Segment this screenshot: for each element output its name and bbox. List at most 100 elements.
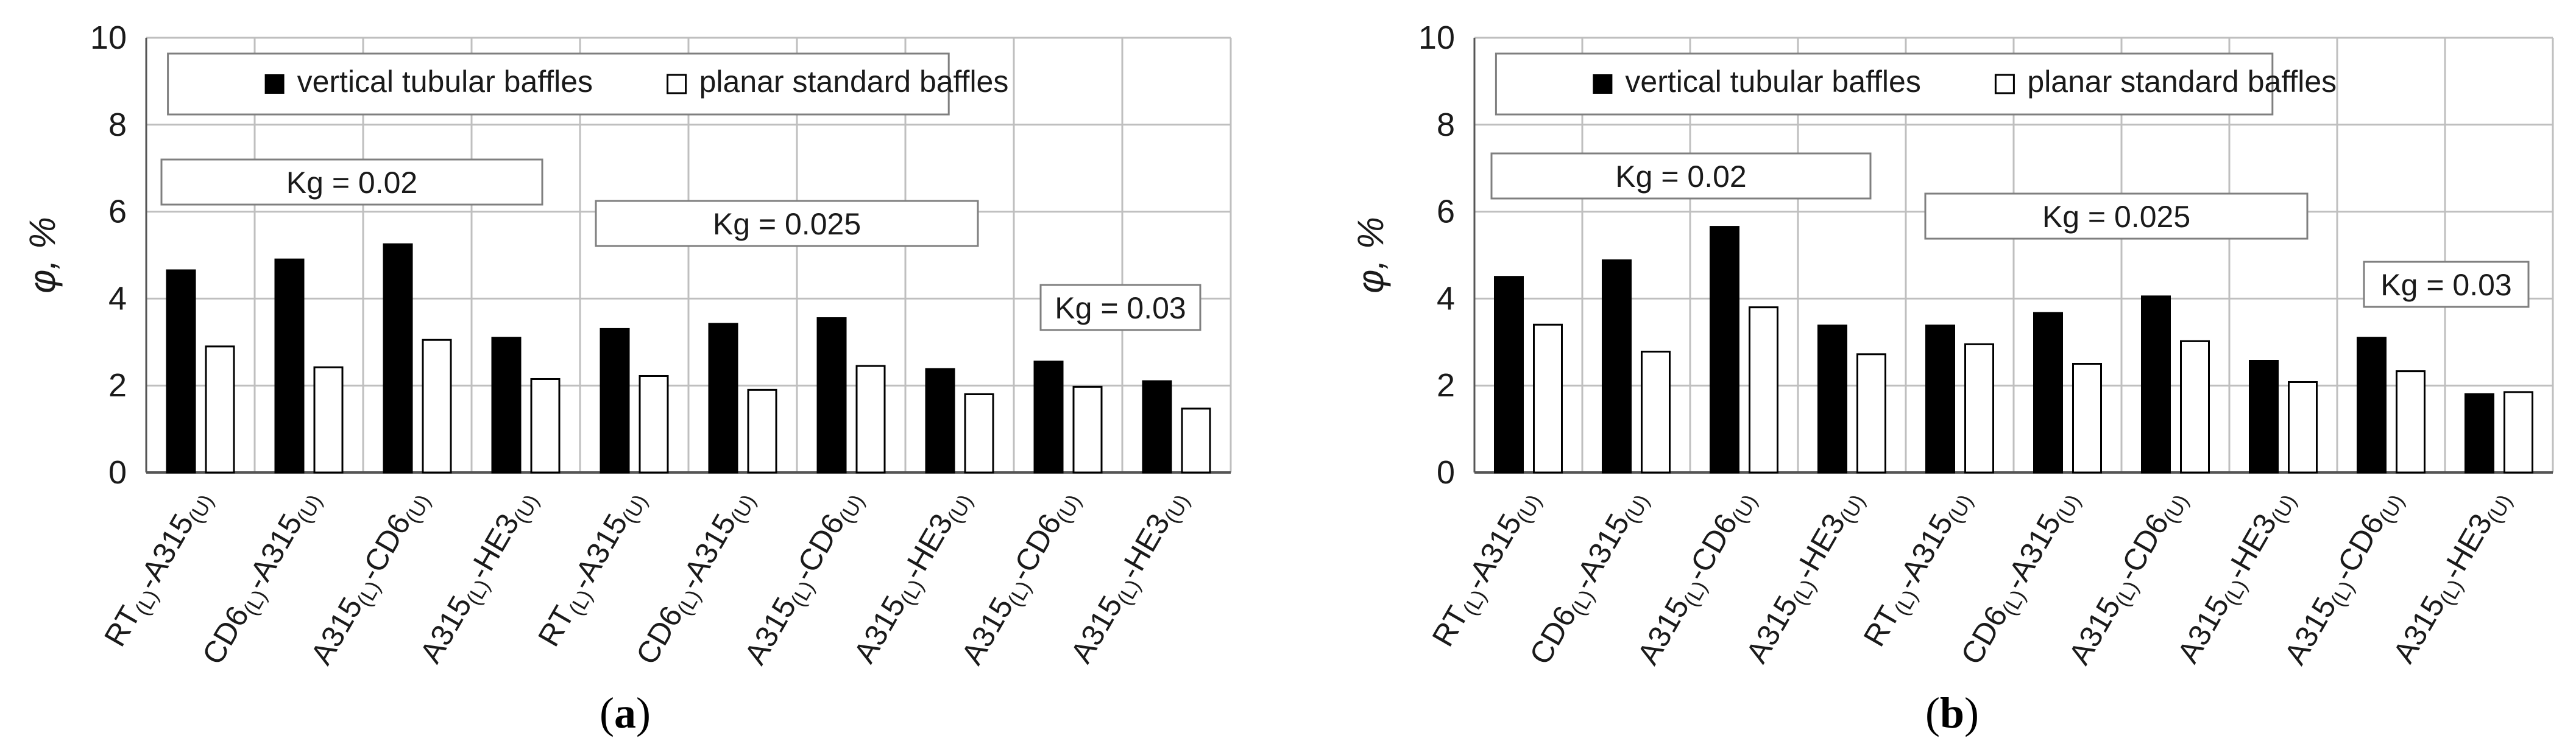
x-tick-label: RT(L)-A315(U)	[1857, 483, 1978, 655]
kg-annotation-label: Kg = 0.02	[1615, 160, 1746, 194]
y-tick-label: 2	[108, 367, 127, 404]
x-tick-label: A315(L)-HE3(U)	[413, 483, 543, 671]
legend-label-planar: planar standard baffles	[699, 65, 1009, 99]
bar-vertical-tubular	[1494, 276, 1524, 474]
bar-vertical-tubular	[166, 269, 196, 474]
x-tick-label: CD6(L)-A315(U)	[1523, 483, 1654, 673]
legend-box	[1495, 52, 2274, 116]
bar-vertical-tubular	[2465, 393, 2494, 474]
kg-annotation-box	[1039, 284, 1201, 331]
bar-vertical-tubular	[1925, 325, 1955, 474]
bar-planar-standard	[1964, 343, 1994, 474]
x-tick-label: CD6(L)-A315(U)	[196, 483, 327, 673]
x-tick-label-mid: -A315	[1997, 508, 2067, 595]
x-tick-label: A315(L)-HE3(U)	[847, 483, 977, 671]
kg-annotation-box	[1924, 192, 2309, 240]
bar-planar-standard	[2072, 363, 2102, 474]
bar-planar-standard	[964, 393, 994, 474]
kg-annotation-box	[2363, 261, 2530, 308]
x-tick-label: CD6(L)-A315(U)	[629, 483, 761, 673]
legend-label-vertical: vertical tubular baffles	[1625, 65, 1920, 99]
kg-annotation-box	[595, 200, 979, 247]
legend: vertical tubular baffles planar standard …	[1495, 52, 2337, 116]
x-tick-label: A315(L)-CD6(U)	[955, 483, 1086, 673]
kg-annotation-label: Kg = 0.03	[1055, 291, 1186, 325]
bar-vertical-tubular	[925, 368, 955, 474]
y-tick-label: 8	[1437, 107, 1455, 143]
bar-vertical-tubular	[2249, 360, 2279, 474]
bar-planar-standard	[1856, 353, 1886, 474]
bar-planar-standard	[205, 345, 235, 474]
bar-planar-standard	[1533, 323, 1563, 474]
bar-planar-standard	[1072, 385, 1103, 474]
x-tick-label: A315(L)-CD6(U)	[2277, 483, 2409, 673]
x-tick-label-mid: -A315	[130, 508, 200, 595]
x-tick-label: RT(L)-A315(U)	[97, 483, 219, 655]
bar-vertical-tubular	[1142, 380, 1172, 474]
kg-annotation-box	[160, 158, 543, 206]
legend-label-vertical: vertical tubular baffles	[297, 65, 593, 99]
x-tick-label: RT(L)-A315(U)	[531, 483, 653, 655]
x-tick-label-mid: -A315	[1458, 508, 1528, 595]
x-tick-label-mid: -A315	[1566, 508, 1636, 595]
kg-annotation-box	[1490, 152, 1872, 200]
bar-vertical-tubular	[2141, 295, 2171, 474]
kg-annotation-label: Kg = 0.025	[713, 207, 861, 241]
x-tick-label: A315(L)-CD6(U)	[2062, 483, 2193, 673]
bar-vertical-tubular	[2357, 337, 2387, 474]
bar-planar-standard	[2180, 340, 2210, 474]
bar-planar-standard	[1749, 306, 1778, 474]
y-tick-label: 6	[1437, 194, 1455, 230]
bar-planar-standard	[747, 388, 777, 474]
x-tick-label: CD6(L)-A315(U)	[1954, 483, 2086, 673]
bar-vertical-tubular	[1602, 259, 1632, 474]
bar-vertical-tubular	[1817, 325, 1847, 474]
bar-planar-standard	[855, 365, 886, 474]
bar-vertical-tubular	[383, 243, 413, 474]
y-tick-label: 0	[1437, 454, 1455, 491]
y-tick-label: 4	[108, 280, 127, 317]
bar-planar-standard	[2288, 381, 2318, 474]
bar-planar-standard	[422, 339, 452, 474]
y-tick-label: 2	[1437, 367, 1455, 404]
y-axis-label: φ, %	[22, 217, 63, 293]
bar-vertical-tubular	[274, 258, 305, 474]
bar-vertical-tubular	[816, 317, 847, 474]
x-tick-label-mid: -A315	[239, 508, 309, 595]
bar-planar-standard	[2503, 391, 2533, 474]
kg-annotation-label: Kg = 0.025	[2042, 200, 2190, 234]
bar-planar-standard	[313, 366, 344, 474]
bar-planar-standard	[530, 378, 561, 474]
bar-planar-standard	[2396, 370, 2426, 474]
legend-swatch-planar	[667, 74, 687, 94]
x-tick-label: A315(L)-CD6(U)	[738, 483, 869, 673]
y-tick-label: 10	[90, 19, 127, 56]
bar-vertical-tubular	[708, 323, 738, 474]
x-tick-label-mid: -A315	[564, 508, 634, 595]
y-tick-label: 0	[108, 454, 127, 491]
legend-swatch-vertical	[1593, 74, 1613, 94]
legend-swatch-planar	[1994, 74, 2015, 94]
bar-vertical-tubular	[2033, 312, 2063, 474]
legend-swatch-vertical	[264, 74, 285, 94]
panel-label-open: (	[1925, 689, 1940, 737]
bar-planar-standard	[1641, 351, 1671, 474]
y-tick-label: 6	[108, 194, 127, 230]
x-tick-label: A315(L)-HE3(U)	[1064, 483, 1194, 671]
panel-label-letter: a	[614, 689, 636, 737]
y-tick-label: 4	[1437, 280, 1455, 317]
bar-planar-standard	[639, 374, 669, 474]
x-tick-label: A315(L)-HE3(U)	[2387, 483, 2517, 671]
y-tick-label: 10	[1418, 19, 1455, 56]
y-axis-label: φ, %	[1350, 217, 1391, 293]
panel-label: (a)	[600, 689, 651, 737]
x-tick-label: A315(L)-CD6(U)	[304, 483, 436, 673]
x-tick-label: A315(L)-CD6(U)	[1630, 483, 1762, 673]
legend-box	[167, 52, 950, 116]
x-tick-label: RT(L)-A315(U)	[1426, 483, 1547, 655]
panel-label-letter: b	[1940, 689, 1964, 737]
bar-vertical-tubular	[491, 337, 522, 474]
